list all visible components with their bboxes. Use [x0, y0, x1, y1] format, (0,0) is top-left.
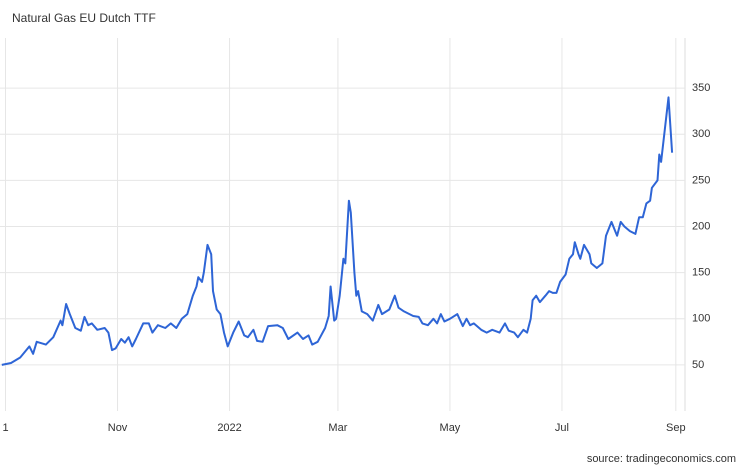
y-tick-label: 50 [692, 359, 704, 371]
y-tick-label: 100 [692, 313, 710, 325]
x-tick-label: Nov [108, 422, 128, 434]
y-tick-label: 150 [692, 267, 710, 279]
y-tick-label: 250 [692, 174, 710, 186]
y-tick-label: 200 [692, 220, 710, 232]
chart-title: Natural Gas EU Dutch TTF [12, 11, 156, 25]
x-tick-label: 1 [2, 422, 8, 434]
x-tick-label: 2022 [217, 422, 241, 434]
x-tick-label: Mar [328, 422, 347, 434]
line-series [1, 96, 674, 366]
x-tick-label: Sep [666, 422, 686, 434]
x-tick-label: May [440, 422, 461, 434]
x-tick-label: Jul [555, 422, 569, 434]
y-tick-label: 350 [692, 82, 710, 94]
source: source: tradingeconomics.com [587, 453, 736, 465]
y-tick-label: 300 [692, 128, 710, 140]
